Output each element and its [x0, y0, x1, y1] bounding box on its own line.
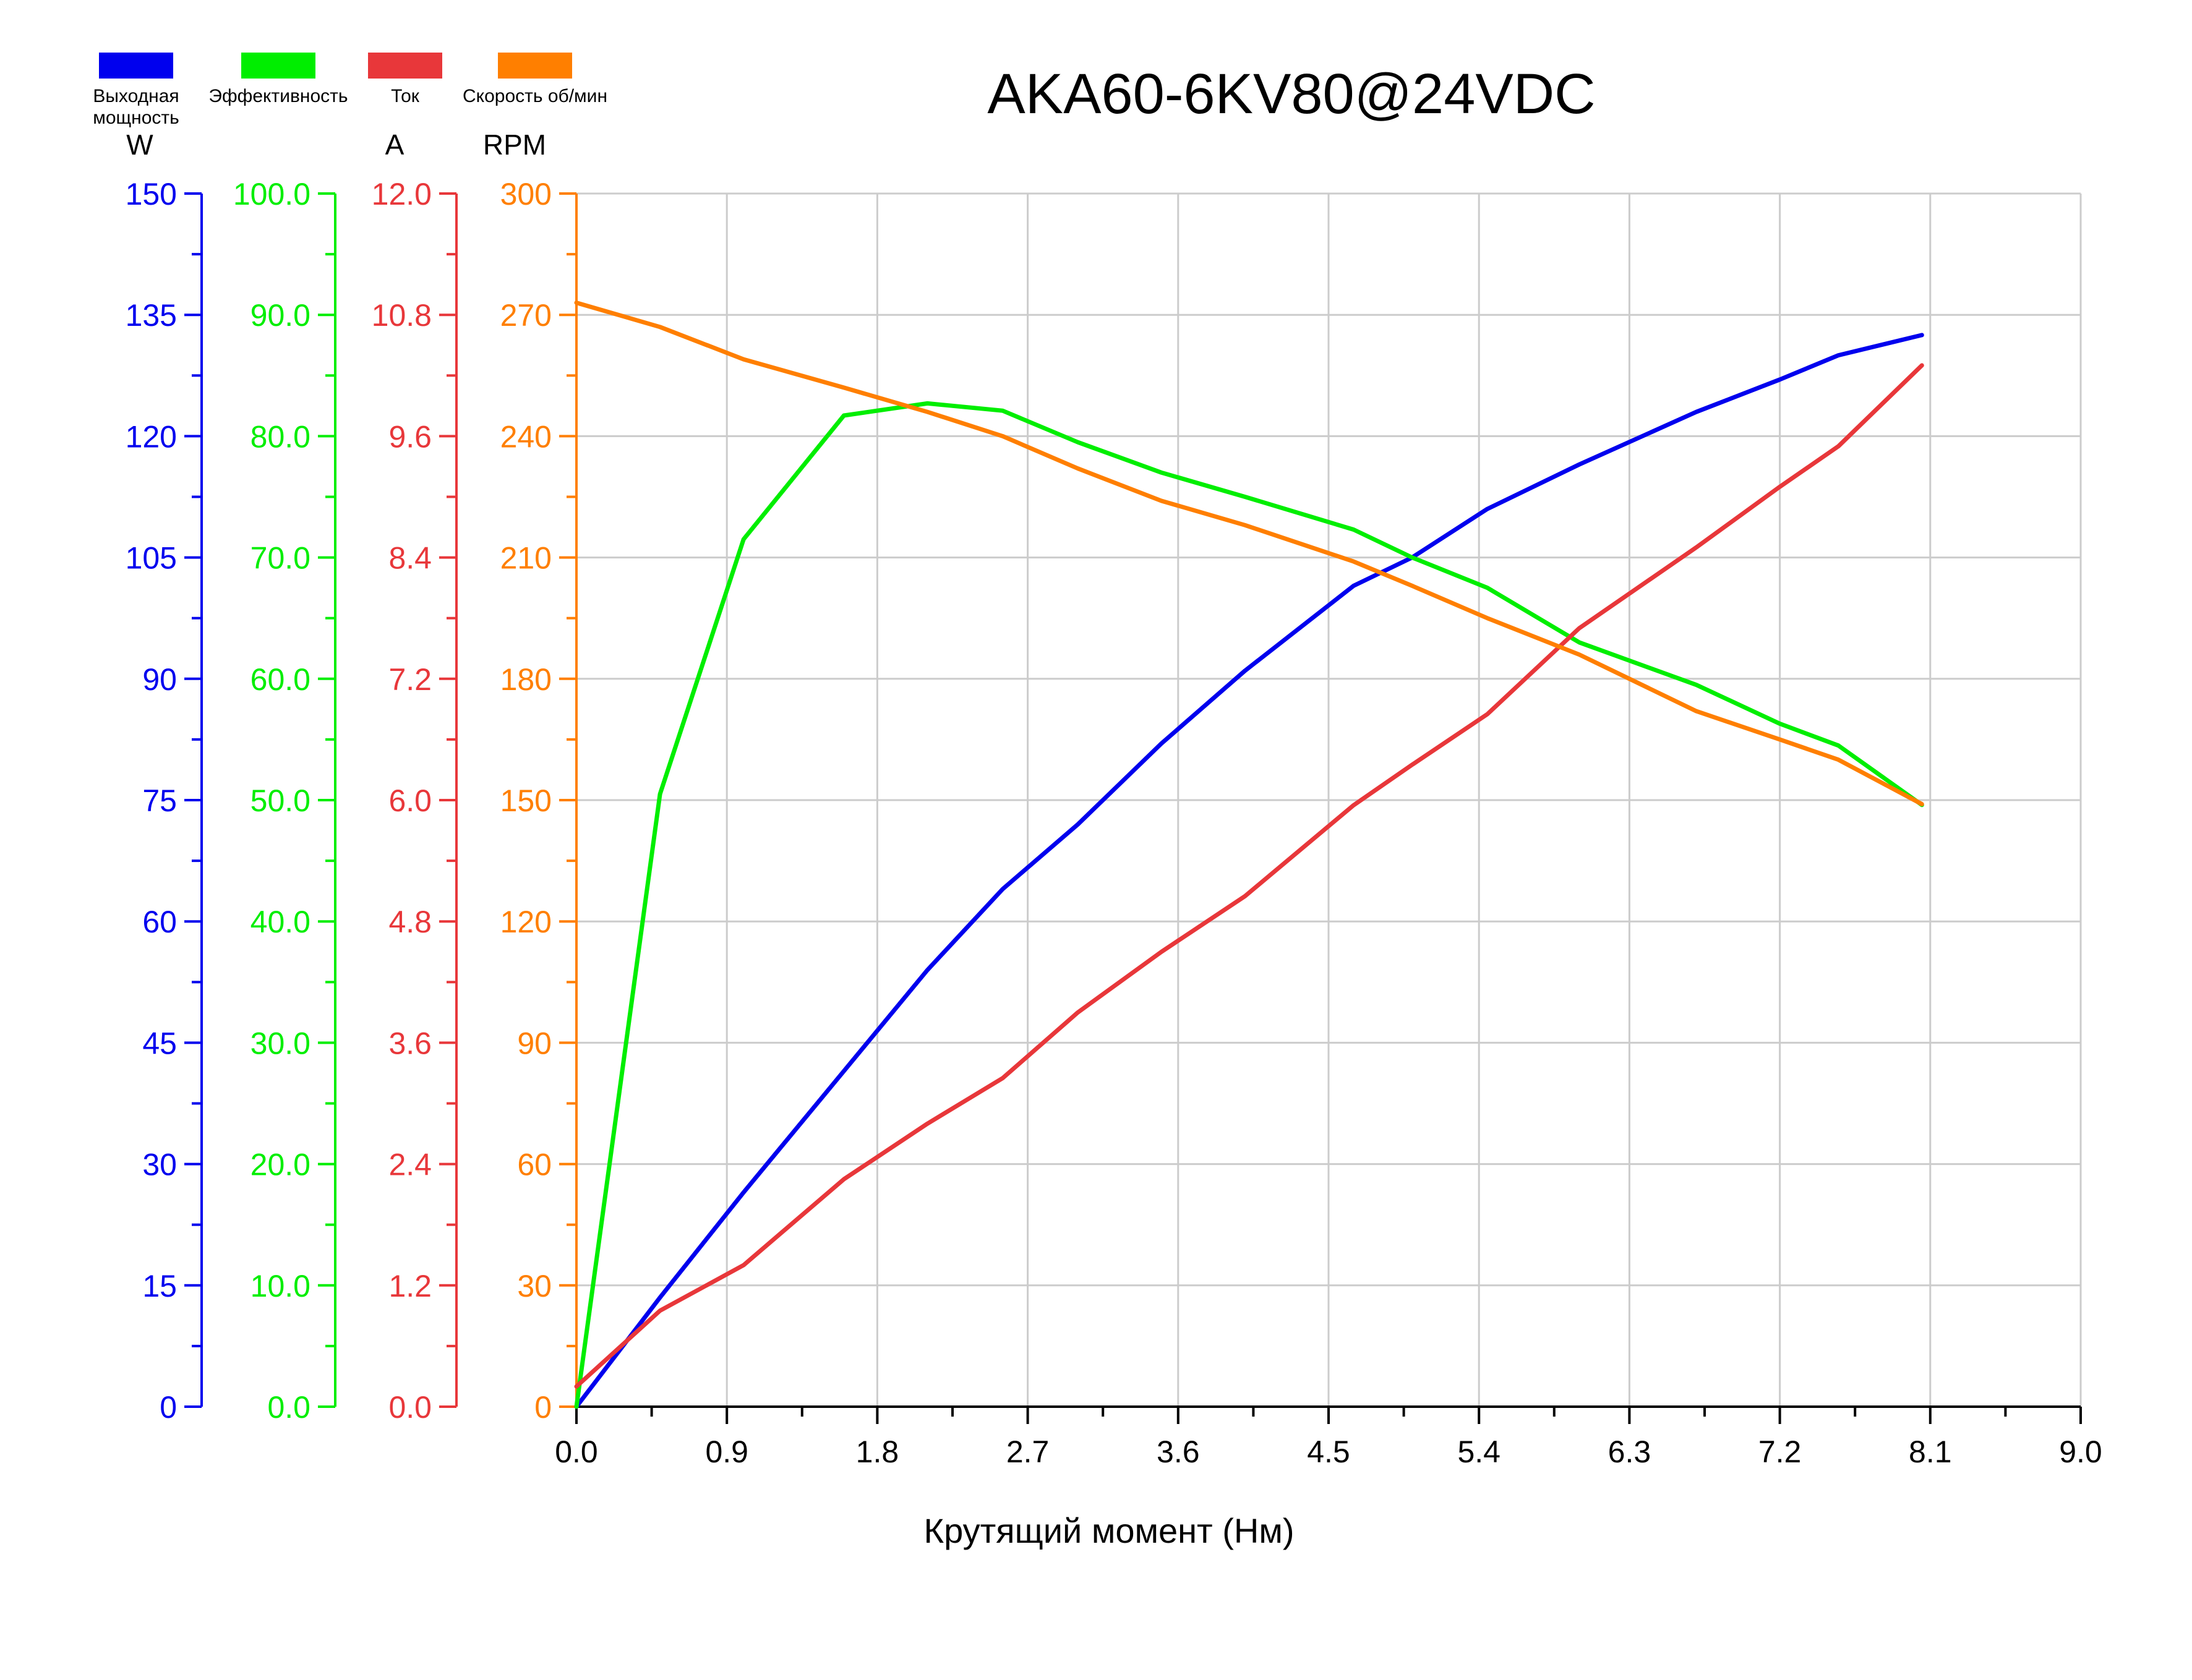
power-unit-label: W — [126, 129, 153, 161]
current-tick-label: 3.6 — [388, 1026, 432, 1060]
power-tick-label: 45 — [142, 1026, 177, 1060]
x-tick-label: 2.7 — [1006, 1435, 1050, 1469]
current-tick-label: 1.2 — [388, 1269, 432, 1303]
grid-layer — [576, 192, 2082, 1407]
x-tick-label: 0.0 — [555, 1435, 598, 1469]
efficiency-tick-label: 40.0 — [250, 905, 310, 939]
efficiency-tick-label: 90.0 — [250, 298, 310, 333]
efficiency-tick-label: 50.0 — [250, 783, 310, 818]
efficiency-tick-label: 20.0 — [250, 1148, 310, 1182]
efficiency-tick-label: 60.0 — [250, 662, 310, 697]
legend-label: Эффективность — [208, 86, 348, 106]
x-tick-label: 7.2 — [1758, 1435, 1802, 1469]
speed-tick-label: 210 — [500, 541, 552, 576]
speed-tick-label: 30 — [517, 1269, 552, 1303]
current-tick-label: 7.2 — [388, 662, 432, 697]
x-tick-label: 4.5 — [1307, 1435, 1350, 1469]
current-tick-label: 0.0 — [388, 1390, 432, 1425]
speed-tick-label: 300 — [500, 177, 552, 211]
efficiency-tick-label: 100.0 — [233, 177, 310, 211]
axes-layer: 0.0 0.9 1.8 2.7 3.6 4.5 5.4 6.3 7.2 8.1 9.0 0 15 30 45… — [126, 129, 2102, 1469]
speed-tick-label: 60 — [517, 1148, 552, 1182]
efficiency-tick-label: 0.0 — [267, 1390, 310, 1425]
series-line-efficiency — [574, 401, 1924, 1409]
series-line-power — [574, 333, 1924, 1409]
power-tick-label: 120 — [126, 419, 177, 454]
x-tick-label: 8.1 — [1909, 1435, 1952, 1469]
speed-tick-label: 0 — [534, 1390, 552, 1425]
power-tick-label: 150 — [126, 177, 177, 211]
power-tick-label: 30 — [142, 1148, 177, 1182]
legend-swatch — [368, 53, 442, 79]
chart-title: AKA60-6KV80@24VDC — [987, 62, 1595, 126]
series-line-current — [574, 363, 1924, 1389]
x-tick-label: 5.4 — [1457, 1435, 1501, 1469]
power-tick-label: 90 — [142, 662, 177, 697]
power-tick-label: 135 — [126, 298, 177, 333]
power-tick-label: 0 — [160, 1390, 177, 1425]
efficiency-tick-label: 80.0 — [250, 419, 310, 454]
legend-swatch — [241, 53, 315, 79]
speed-tick-label: 120 — [500, 905, 552, 939]
current-tick-label: 9.6 — [388, 419, 432, 454]
power-tick-label: 15 — [142, 1269, 177, 1303]
speed-tick-label: 150 — [500, 783, 552, 818]
x-axis-title: Крутящий момент (Нм) — [924, 1511, 1295, 1550]
speed-unit-label: RPM — [483, 129, 546, 161]
efficiency-tick-label: 10.0 — [250, 1269, 310, 1303]
series-line-speed — [574, 301, 1924, 806]
legend-label: Выходная — [93, 86, 179, 106]
current-tick-label: 2.4 — [388, 1148, 432, 1182]
legend-label: Скорость об/мин — [463, 86, 607, 106]
x-tick-label: 3.6 — [1157, 1435, 1200, 1469]
power-tick-label: 105 — [126, 541, 177, 576]
current-tick-label: 4.8 — [388, 905, 432, 939]
current-tick-label: 12.0 — [372, 177, 432, 211]
speed-tick-label: 180 — [500, 662, 552, 697]
series-layer — [574, 301, 1924, 1409]
power-tick-label: 60 — [142, 905, 177, 939]
speed-tick-label: 240 — [500, 419, 552, 454]
legend-label: Ток — [391, 86, 420, 106]
efficiency-tick-label: 30.0 — [250, 1026, 310, 1060]
legend-swatch — [498, 53, 572, 79]
x-tick-label: 6.3 — [1608, 1435, 1651, 1469]
legend-label: мощность — [93, 108, 179, 128]
speed-tick-label: 270 — [500, 298, 552, 333]
x-tick-label: 9.0 — [2059, 1435, 2102, 1469]
power-tick-label: 75 — [142, 783, 177, 818]
x-tick-label: 1.8 — [856, 1435, 899, 1469]
efficiency-tick-label: 70.0 — [250, 541, 310, 576]
current-tick-label: 8.4 — [388, 541, 432, 576]
x-tick-label: 0.9 — [705, 1435, 748, 1469]
current-tick-label: 10.8 — [372, 298, 432, 333]
current-tick-label: 6.0 — [388, 783, 432, 818]
current-unit-label: A — [385, 129, 405, 161]
speed-tick-label: 90 — [517, 1026, 552, 1060]
legend-swatch — [99, 53, 173, 79]
